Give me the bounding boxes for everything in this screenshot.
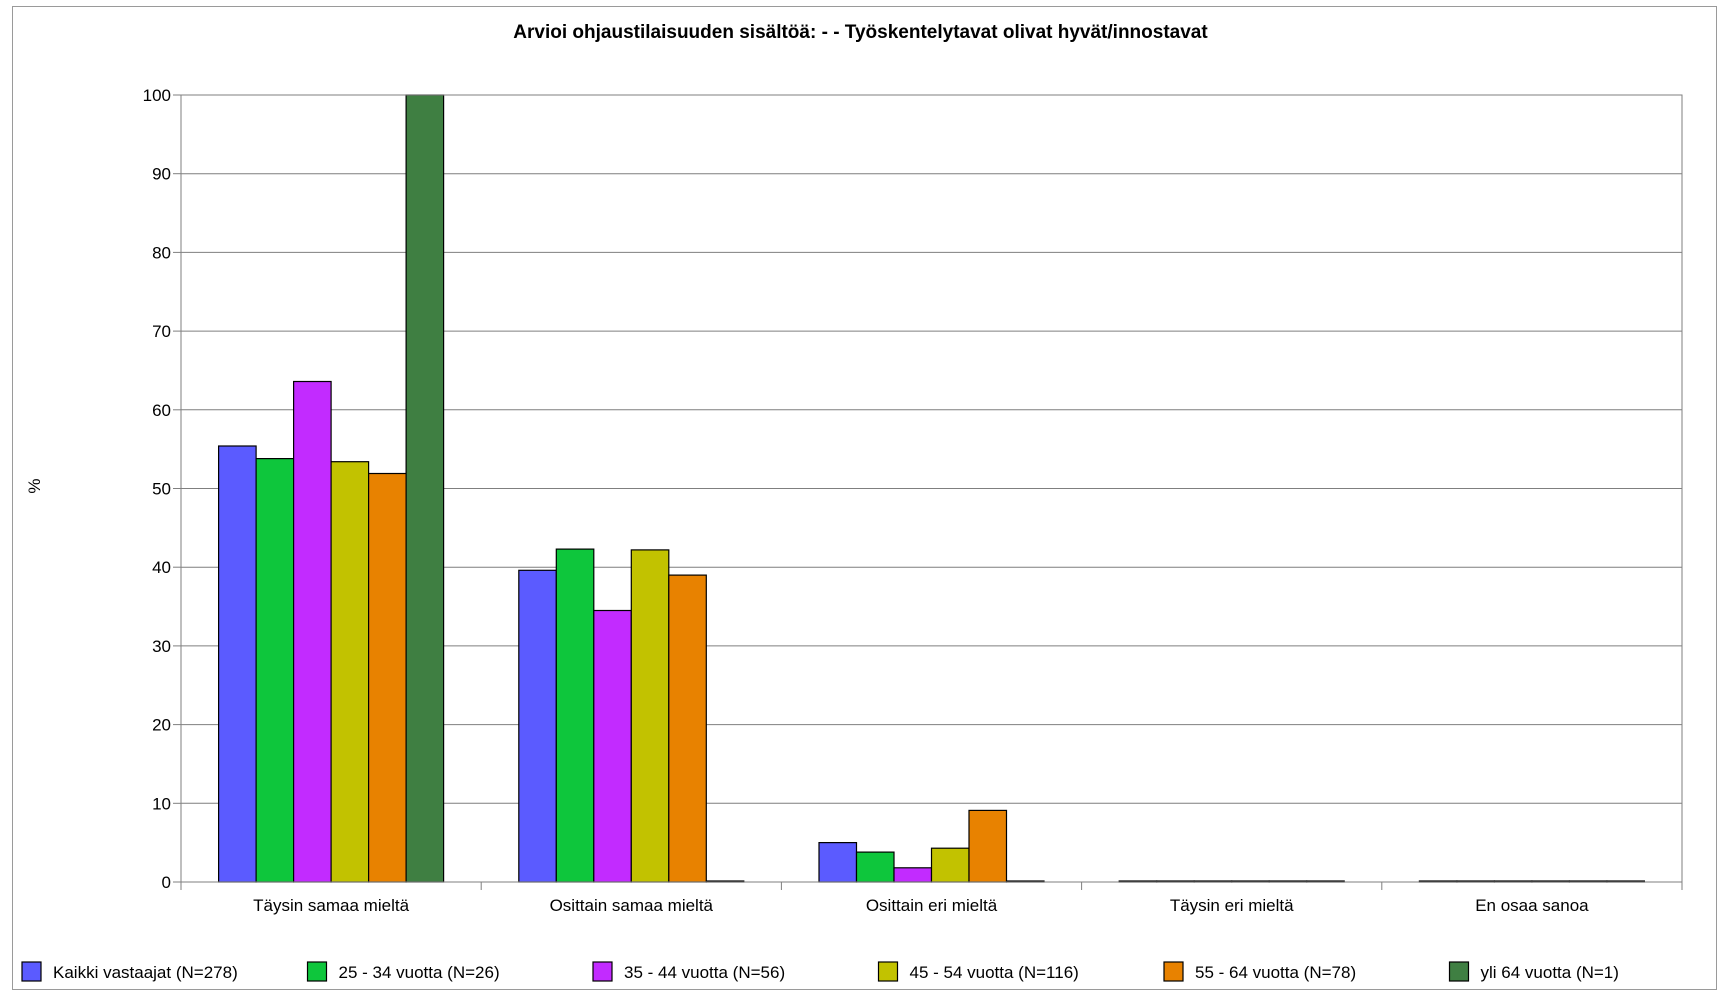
bar (218, 445, 257, 883)
legend-label: Kaikki vastaajat (N=278) (53, 963, 238, 982)
y-tick-label: 80 (152, 243, 171, 262)
bar (555, 548, 595, 883)
x-category-label: En osaa sanoa (1475, 896, 1589, 915)
y-tick-label: 60 (152, 401, 171, 420)
bar (518, 569, 557, 883)
legend-label: 55 - 64 vuotta (N=78) (1195, 963, 1356, 982)
bar (630, 549, 670, 883)
x-category-label: Täysin eri mieltä (1170, 896, 1294, 915)
legend-label: yli 64 vuotta (N=1) (1481, 963, 1619, 982)
y-tick-label: 70 (152, 322, 171, 341)
bar (293, 380, 332, 883)
bar (368, 472, 407, 883)
legend-label: 25 - 34 vuotta (N=26) (339, 963, 500, 982)
bar (330, 461, 370, 883)
legend-swatch (1448, 961, 1470, 982)
legend-swatch (21, 961, 42, 982)
y-axis-label: % (25, 478, 44, 493)
legend-label: 45 - 54 vuotta (N=116) (910, 963, 1079, 982)
bar (968, 809, 1008, 883)
plot-area-border (180, 94, 1683, 883)
bar (668, 574, 707, 883)
legend-swatch (592, 961, 613, 982)
bar (818, 841, 858, 883)
bar (893, 867, 933, 883)
legend-swatch (1163, 961, 1184, 982)
y-tick-label: 30 (152, 637, 171, 656)
y-tick-label: 40 (152, 558, 171, 577)
legend-swatch (877, 961, 899, 982)
chart-title: Arvioi ohjaustilaisuuden sisältöä: - - T… (513, 22, 1208, 43)
y-tick-label: 100 (143, 86, 171, 105)
legend-label: 35 - 44 vuotta (N=56) (624, 963, 785, 982)
y-tick-label: 20 (152, 716, 171, 735)
x-category-label: Osittain samaa mieltä (550, 896, 714, 915)
bar (855, 851, 895, 883)
bar (405, 94, 445, 883)
bar (593, 609, 632, 883)
bar (930, 847, 970, 883)
y-tick-label: 0 (162, 873, 171, 892)
legend-swatch (306, 961, 328, 982)
x-category-label: Osittain eri mieltä (866, 896, 998, 915)
y-tick-label: 10 (152, 794, 171, 813)
y-tick-label: 90 (152, 165, 171, 184)
bar (255, 458, 295, 883)
x-category-label: Täysin samaa mieltä (253, 896, 409, 915)
y-tick-label: 50 (152, 480, 171, 499)
